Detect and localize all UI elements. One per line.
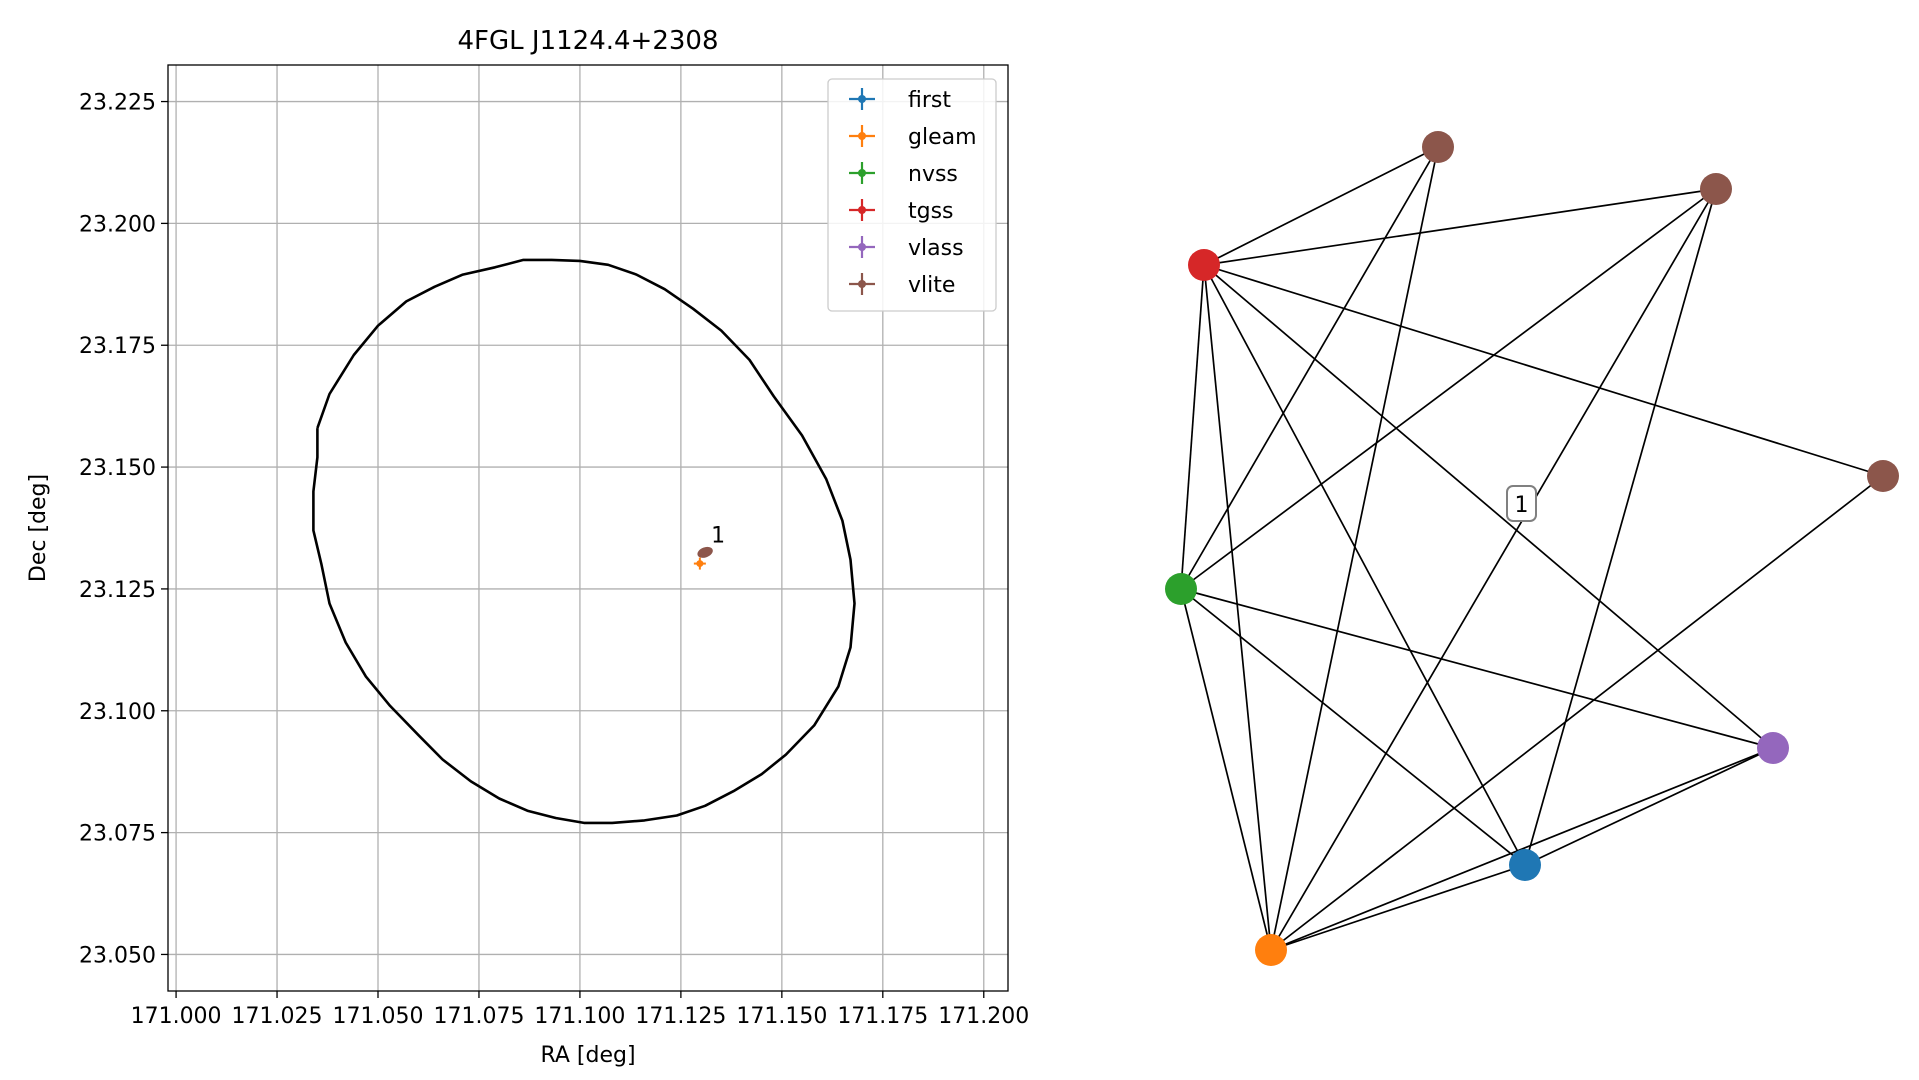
edge-first-vlite-2 — [1524, 188, 1717, 866]
edge-tgss-vlite-1 — [1203, 146, 1439, 266]
legend-entry-tgss: tgss — [849, 199, 954, 224]
x-axis-label: RA [deg] — [540, 1043, 635, 1068]
point-annotation: 1 — [711, 524, 725, 549]
node-first — [1509, 849, 1541, 881]
legend-label: first — [908, 88, 951, 113]
y-axis-ticks: 23.050 23.075 23.100 23.125 23.150 23.175 23.2… — [79, 91, 168, 968]
legend-label: vlite — [908, 273, 955, 298]
point-marker — [696, 560, 704, 568]
network-label-text: 1 — [1515, 493, 1529, 518]
legend-marker-dot — [858, 206, 866, 214]
y-tick-label: 23.225 — [79, 91, 156, 116]
legend: first gleam nvss tgss vlass vlite — [827, 78, 997, 312]
edge-gleam-vlite-3 — [1270, 475, 1884, 951]
node-vlite-3 — [1867, 460, 1899, 492]
ellipse-layer — [312, 258, 856, 825]
y-tick-label: 23.175 — [79, 334, 156, 359]
legend-marker-dot — [858, 243, 866, 251]
point-gleam — [693, 557, 706, 570]
edge-nvss-gleam — [1180, 588, 1272, 951]
chart-title: 4FGL J1124.4+2308 — [458, 26, 719, 56]
edge-nvss-vlite-1 — [1180, 146, 1439, 590]
legend-marker-dot — [858, 280, 866, 288]
edges-layer — [1180, 146, 1884, 951]
network-label: 1 — [1506, 485, 1537, 522]
legend-entry-first: first — [849, 88, 951, 113]
legend-entry-gleam: gleam — [849, 125, 977, 150]
network-label-box — [1506, 485, 1537, 522]
node-vlass — [1757, 732, 1789, 764]
edge-nvss-vlass — [1180, 588, 1774, 749]
y-tick-label: 23.075 — [79, 822, 156, 847]
legend-entry-vlass: vlass — [849, 236, 964, 261]
x-tick-label: 171.050 — [333, 1004, 424, 1029]
x-tick-label: 171.150 — [736, 1004, 827, 1029]
legend-marker-dot — [858, 132, 866, 140]
edge-tgss-gleam — [1203, 264, 1272, 951]
y-tick-label: 23.100 — [79, 700, 156, 725]
x-tick-label: 171.000 — [131, 1004, 222, 1029]
nodes-layer — [1165, 131, 1899, 966]
node-vlite-2 — [1700, 173, 1732, 205]
node-vlite-1 — [1422, 131, 1454, 163]
edge-gleam-vlite-1 — [1270, 146, 1439, 951]
edge-tgss-nvss — [1180, 264, 1205, 590]
legend-marker-dot — [858, 95, 866, 103]
node-nvss — [1165, 573, 1197, 605]
x-axis-ticks: 171.000 171.025 171.050 171.075 171.100 171.1… — [131, 991, 1029, 1029]
edge-nvss-first — [1180, 588, 1526, 866]
edge-tgss-vlite-3 — [1203, 264, 1884, 477]
error-ellipse — [312, 258, 856, 825]
edge-tgss-vlite-2 — [1203, 188, 1717, 266]
axes-frame — [167, 64, 1009, 992]
edge-gleam-vlite-2 — [1270, 188, 1717, 951]
scatter-panel: 1 171.000 171.025 171.050 171.075 171.100 171… — [26, 26, 1029, 1068]
edge-tgss-first — [1203, 264, 1526, 866]
grid-layer — [168, 65, 1008, 991]
legend-marker-dot — [858, 169, 866, 177]
node-gleam — [1255, 934, 1287, 966]
y-tick-label: 23.150 — [79, 456, 156, 481]
x-tick-label: 171.100 — [534, 1004, 625, 1029]
legend-entry-nvss: nvss — [849, 162, 958, 187]
point-vlite — [697, 546, 713, 558]
x-tick-label: 171.125 — [635, 1004, 726, 1029]
edge-gleam-first — [1270, 864, 1526, 951]
edge-tgss-vlass — [1203, 264, 1774, 749]
node-tgss — [1188, 249, 1220, 281]
x-tick-label: 171.175 — [837, 1004, 928, 1029]
legend-label: vlass — [908, 236, 964, 261]
x-tick-label: 171.200 — [938, 1004, 1029, 1029]
legend-entry-vlite: vlite — [849, 273, 955, 298]
edge-nvss-vlite-2 — [1180, 188, 1717, 590]
legend-label: gleam — [908, 125, 977, 150]
legend-label: nvss — [908, 162, 958, 187]
edge-gleam-vlass — [1270, 747, 1774, 951]
y-tick-label: 23.050 — [79, 943, 156, 968]
point-marker — [697, 546, 713, 558]
x-tick-label: 171.025 — [232, 1004, 323, 1029]
annotation-layer: 1 — [711, 524, 725, 549]
legend-label: tgss — [908, 199, 954, 224]
y-tick-label: 23.200 — [79, 212, 156, 237]
edge-first-vlass — [1524, 747, 1774, 866]
network-panel: 1 — [1165, 131, 1899, 966]
y-tick-label: 23.125 — [79, 578, 156, 603]
x-tick-label: 171.075 — [433, 1004, 524, 1029]
points-layer — [693, 546, 713, 570]
y-axis-label: Dec [deg] — [26, 474, 51, 582]
